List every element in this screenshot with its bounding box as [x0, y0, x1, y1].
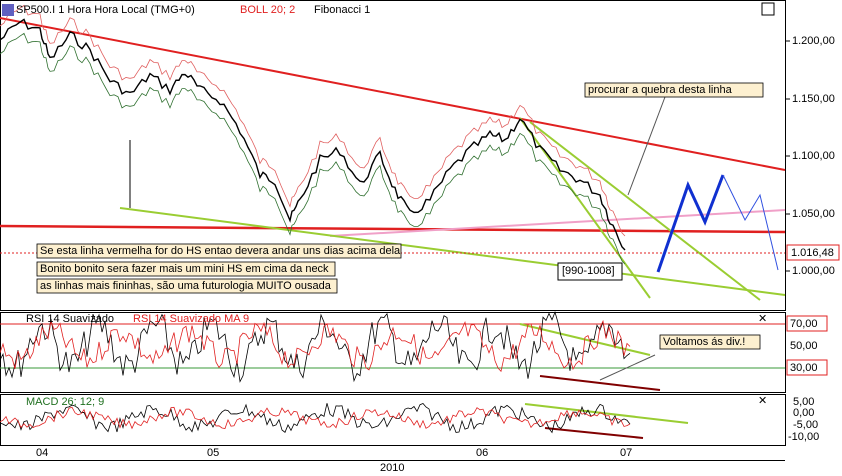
month-label: 06 — [476, 447, 488, 459]
rsi-label: 70,00 — [790, 318, 818, 330]
current-price-box — [786, 244, 840, 261]
close-button[interactable]: ✕ — [758, 395, 767, 407]
boll-lower — [0, 32, 626, 265]
macd-title[interactable]: MACD 26; 12; 9 — [26, 396, 104, 408]
note: Se esta linha vermelha for do HS entao d… — [36, 243, 402, 259]
neckline — [0, 224, 786, 234]
rsi-label: 30,00 — [790, 362, 818, 374]
rsi-ma — [0, 319, 631, 373]
month-label: 05 — [207, 447, 219, 459]
macd-trend — [524, 403, 689, 424]
close-button[interactable]: ✕ — [758, 313, 767, 325]
note-text: procurar a quebra desta linha — [588, 84, 733, 96]
rsi-ma-title[interactable]: RSI 14 Suavizado MA 9 — [133, 313, 249, 325]
pointer — [627, 96, 666, 196]
current-price: 1.016,48 — [791, 247, 834, 259]
green-line — [529, 121, 761, 301]
macd-trend — [544, 427, 644, 439]
macd-signal — [0, 406, 631, 430]
month-label: 07 — [620, 447, 632, 459]
rsi — [0, 310, 631, 383]
macd — [0, 403, 631, 434]
rsi-trend — [599, 354, 656, 381]
note-text: Bonito bonito sera fazer mais um mini HS… — [40, 263, 329, 275]
note: procurar a quebra desta linha — [584, 82, 764, 98]
rsi-trend — [539, 375, 661, 391]
price-label: 1.150,00 — [792, 93, 835, 105]
price-label: 1.200,00 — [792, 35, 835, 47]
note: as linhas mais fininhas, são uma futurol… — [36, 278, 338, 294]
year-label: 2010 — [380, 462, 404, 474]
note-text: Se esta linha vermelha for do HS entao d… — [40, 245, 401, 257]
macd-label: -5,00 — [793, 419, 818, 431]
boll[interactable]: BOLL 20; 2 — [240, 4, 295, 16]
month-label: 04 — [36, 447, 48, 459]
note-text: Voltamos ás div.! — [663, 336, 745, 348]
price-label: 1.000,00 — [792, 265, 835, 277]
rsi-box — [786, 359, 828, 376]
macd-label: -10,00 — [788, 431, 819, 443]
rsi-label: 50,00 — [790, 340, 818, 352]
symbol[interactable]: SP500.I 1 Hora Hora Local (TMG+0) — [16, 4, 195, 16]
macd-label: 5,00 — [793, 396, 814, 408]
plot-area — [0, 4, 786, 439]
boll-upper — [0, 4, 626, 237]
rsi-title[interactable]: RSI 14 Suavizado — [26, 313, 114, 325]
projection — [656, 174, 725, 273]
price-label: 1.050,00 — [792, 208, 835, 220]
green-line — [119, 207, 786, 296]
projection-thin — [722, 174, 779, 271]
note: [990-1008] — [557, 262, 623, 281]
upper-trendline — [0, 17, 786, 171]
note-text: as linhas mais fininhas, são uma futurol… — [40, 280, 332, 292]
note: Voltamos ás div.! — [659, 334, 761, 350]
price-label: 1.100,00 — [792, 150, 835, 162]
cfd-icon — [2, 4, 14, 16]
rsi-box — [786, 315, 828, 332]
note: Bonito bonito sera fazer mais um mini HS… — [36, 261, 336, 277]
macd-label: 0,00 — [793, 407, 814, 419]
fib[interactable]: Fibonacci 1 — [314, 4, 370, 16]
note-text: [990-1008] — [562, 265, 615, 277]
price — [0, 18, 626, 251]
maximize-button[interactable] — [761, 2, 775, 16]
